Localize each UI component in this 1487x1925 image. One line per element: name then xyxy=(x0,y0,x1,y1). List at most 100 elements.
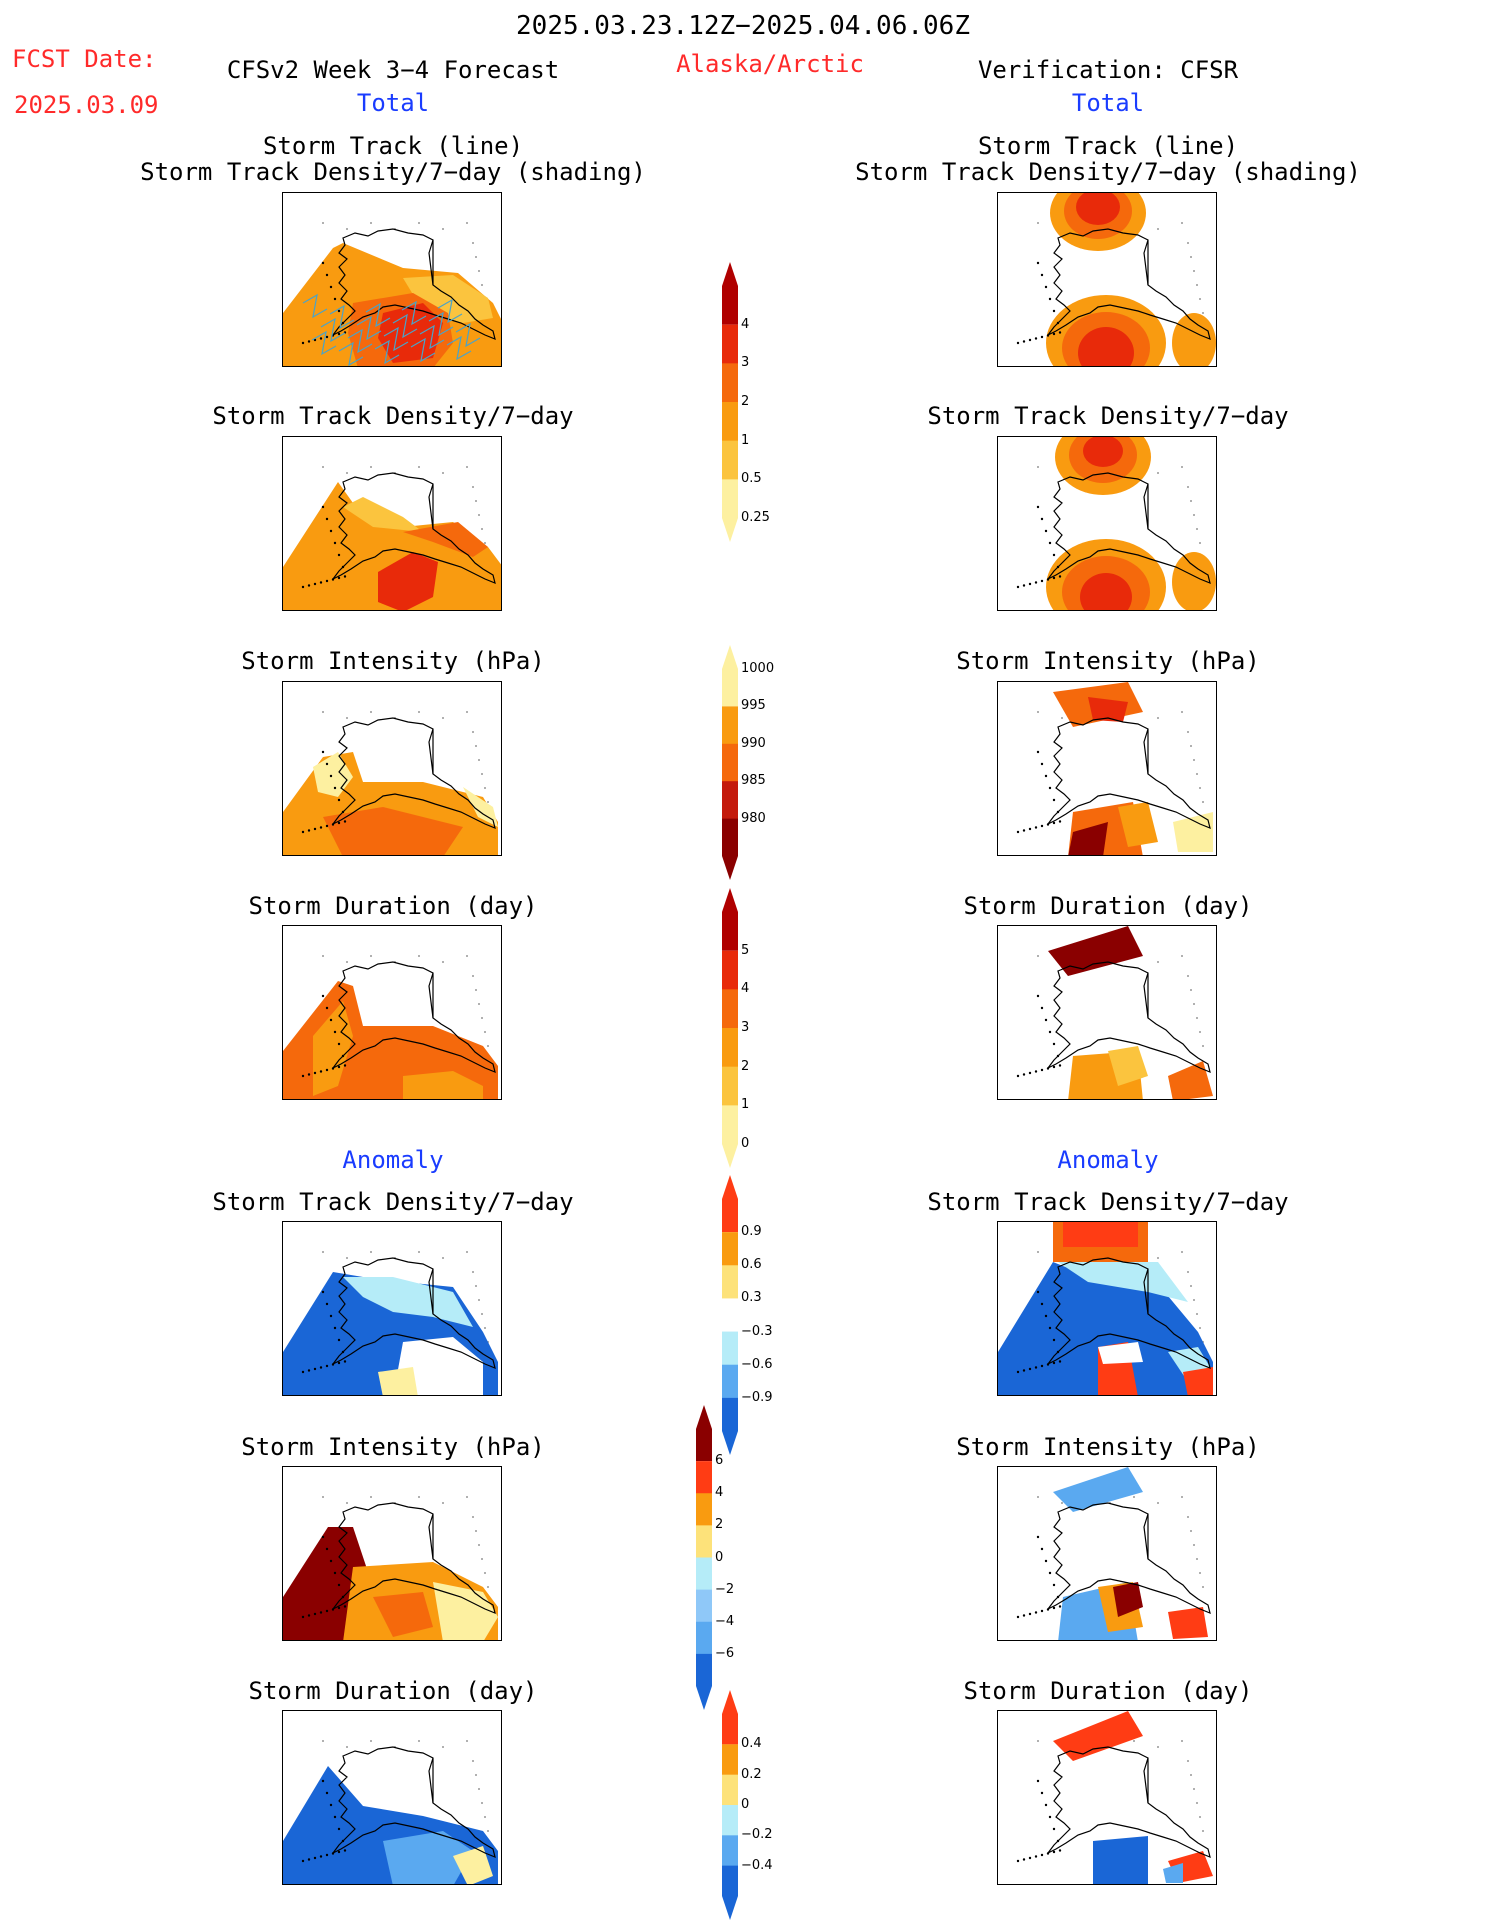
graticule-dot xyxy=(1061,717,1063,719)
colorbar-tick-label: 4 xyxy=(741,981,750,997)
graticule-dot xyxy=(481,1313,483,1315)
graticule-dot xyxy=(472,486,474,488)
island xyxy=(321,1290,325,1294)
graticule-dot xyxy=(1133,1496,1135,1498)
border-line xyxy=(428,728,434,775)
colorbar-swatch xyxy=(696,1621,712,1655)
title-r2: Storm Track Density/7−day xyxy=(927,402,1289,430)
island xyxy=(1056,1350,1060,1354)
island xyxy=(1046,334,1050,337)
storm-track xyxy=(329,304,355,330)
island xyxy=(1048,297,1052,301)
graticule-dot xyxy=(1202,312,1204,314)
graticule-dot xyxy=(487,1045,489,1047)
colorbar-tick-label: 0.3 xyxy=(741,1290,762,1306)
island xyxy=(1022,1858,1026,1861)
colorbar-tick-label: 4 xyxy=(715,1485,724,1501)
island xyxy=(337,1827,341,1831)
graticule-dot xyxy=(1199,1031,1201,1033)
shaded-region xyxy=(433,1582,498,1640)
graticule-dot xyxy=(1196,1802,1198,1804)
island xyxy=(301,1370,305,1374)
shaded-region xyxy=(1053,1711,1143,1761)
colorbar-tick-label: 2 xyxy=(715,1517,724,1533)
colorbar-tick-label: 0.2 xyxy=(741,1766,762,1782)
colorbar-swatch xyxy=(722,1774,738,1806)
island xyxy=(307,1614,311,1617)
map-svg xyxy=(1016,926,1213,1099)
storm-track xyxy=(356,315,382,341)
island xyxy=(325,1364,329,1368)
graticule-dot xyxy=(418,222,420,224)
border-line xyxy=(428,972,434,1019)
island xyxy=(1040,335,1044,339)
colorbar-swatch xyxy=(722,888,738,951)
graticule-dot xyxy=(322,222,324,224)
graticule-dot xyxy=(1181,1740,1183,1742)
graticule-dot xyxy=(442,717,444,719)
graticule-dot xyxy=(1190,1530,1192,1532)
shaded-region xyxy=(403,522,488,557)
colorbar-tick-label: 980 xyxy=(741,810,766,826)
border-line xyxy=(428,1757,434,1804)
title-r7: Storm Duration (day) xyxy=(963,1677,1253,1705)
island xyxy=(1022,584,1026,587)
island xyxy=(1048,541,1052,545)
island xyxy=(321,1535,325,1539)
colorbar-duration: 5 4 3 2 1 0 xyxy=(718,888,778,1168)
graticule-dot xyxy=(1187,1271,1189,1273)
map-forecast-track-density xyxy=(282,192,502,367)
island xyxy=(331,1067,335,1070)
map-verif-duration xyxy=(997,925,1217,1100)
island xyxy=(337,1583,341,1587)
island xyxy=(325,517,329,521)
island xyxy=(1022,1073,1026,1076)
graticule-dot xyxy=(1181,1251,1183,1253)
storm-track-lines xyxy=(302,293,481,366)
graticule-dot xyxy=(1037,711,1039,713)
island xyxy=(1052,1042,1056,1046)
graticule-dot xyxy=(466,955,468,957)
island xyxy=(337,309,341,313)
island xyxy=(1022,1614,1026,1617)
graticule-dot xyxy=(1037,955,1039,957)
graticule-dot xyxy=(1193,1299,1195,1301)
island xyxy=(1044,1803,1048,1807)
graticule-dot xyxy=(346,1746,348,1748)
storm-track xyxy=(374,339,400,365)
graticule-dot xyxy=(442,1257,444,1259)
island xyxy=(329,1314,333,1318)
island xyxy=(1046,1067,1050,1070)
title-r3: Storm Intensity (hPa) xyxy=(956,647,1260,675)
colorbar-swatch xyxy=(722,1835,738,1867)
colorbar-density-anomaly: 0.9 0.6 0.3 −0.3 −0.6 −0.9 xyxy=(718,1175,778,1455)
island xyxy=(301,1615,305,1619)
graticule-dot xyxy=(442,472,444,474)
graticule-dot xyxy=(1199,1327,1201,1329)
island xyxy=(341,1054,345,1058)
shaded-region xyxy=(1118,802,1158,847)
island xyxy=(1034,1070,1038,1073)
shaded-region xyxy=(1113,1582,1143,1617)
fcst-date-label: FCST Date: xyxy=(12,45,157,73)
island xyxy=(321,994,325,998)
island xyxy=(1034,1611,1038,1614)
island xyxy=(307,829,311,832)
island xyxy=(337,1606,341,1610)
map-svg xyxy=(1016,1711,1213,1884)
graticule-dot xyxy=(472,1271,474,1273)
shaded-region xyxy=(343,497,423,532)
model-title: CFSv2 Week 3−4 Forecast xyxy=(226,56,560,84)
island xyxy=(321,1779,325,1783)
island xyxy=(337,1361,341,1365)
colorbar-swatch xyxy=(722,262,738,325)
graticule-dot xyxy=(1196,1017,1198,1019)
island xyxy=(325,1302,329,1306)
graticule-dot xyxy=(478,759,480,761)
island xyxy=(341,1595,345,1599)
island xyxy=(1036,994,1040,998)
storm-track xyxy=(320,317,346,343)
shaded-region xyxy=(378,1367,418,1395)
island xyxy=(343,1360,347,1363)
graticule-dot xyxy=(1193,1003,1195,1005)
